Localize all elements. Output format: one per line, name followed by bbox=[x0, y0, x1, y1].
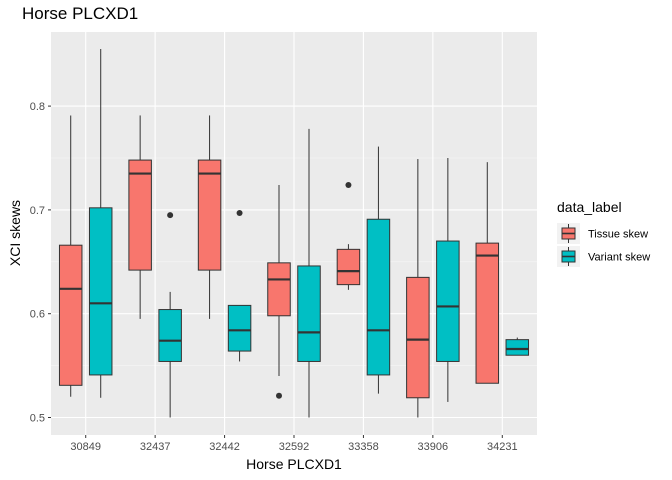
y-axis: 0.5 0.6 0.7 0.8 bbox=[30, 101, 51, 425]
box-body bbox=[58, 244, 83, 386]
box-body bbox=[297, 265, 321, 362]
outlier-point bbox=[276, 392, 282, 399]
x-tick-label: 32437 bbox=[140, 441, 171, 453]
x-tick-label: 33906 bbox=[418, 441, 449, 453]
box-variant-skew bbox=[158, 212, 182, 418]
outlier-point bbox=[236, 210, 243, 217]
box-body bbox=[267, 262, 291, 317]
box-variant-skew bbox=[366, 146, 391, 394]
legend-label: Variant skew bbox=[588, 252, 650, 264]
box-tissue-skew bbox=[128, 115, 152, 319]
box-tissue-skew bbox=[267, 184, 291, 399]
box-body bbox=[406, 276, 430, 399]
box-body bbox=[158, 309, 182, 362]
box-body bbox=[227, 304, 252, 352]
box-body bbox=[436, 240, 460, 362]
x-axis: 30849 32437 32442 32592 33358 33906 34231 bbox=[70, 435, 518, 453]
box-tissue-skew bbox=[197, 115, 222, 319]
outlier-point bbox=[345, 181, 352, 188]
legend-label: Tissue skew bbox=[588, 229, 648, 241]
y-tick-label: 0.6 bbox=[30, 309, 45, 321]
box-body bbox=[505, 339, 530, 356]
box-tissue-skew bbox=[406, 159, 430, 418]
x-tick-label: 34231 bbox=[487, 441, 518, 453]
box-tissue-skew bbox=[475, 162, 500, 384]
x-tick-label: 32442 bbox=[209, 441, 240, 453]
box-variant-skew bbox=[436, 158, 460, 402]
box-tissue-skew bbox=[336, 181, 361, 290]
box-body bbox=[366, 218, 391, 376]
box-variant-skew bbox=[227, 210, 252, 362]
y-tick-label: 0.8 bbox=[30, 101, 45, 113]
box-body bbox=[88, 207, 113, 376]
x-tick-label: 32592 bbox=[279, 441, 310, 453]
box-variant-skew bbox=[297, 128, 321, 418]
legend-item: Tissue skew bbox=[557, 223, 648, 244]
y-tick-label: 0.7 bbox=[30, 205, 45, 217]
legend-title: data_label bbox=[557, 199, 622, 215]
x-axis-title: Horse PLCXD1 bbox=[246, 456, 342, 472]
legend-item: Variant skew bbox=[557, 246, 650, 267]
box-variant-skew bbox=[505, 337, 530, 356]
box-body bbox=[336, 248, 361, 286]
x-tick-label: 33358 bbox=[348, 441, 379, 453]
legend: data_label Tissue skew Variant skew bbox=[557, 199, 650, 267]
box-body bbox=[475, 242, 500, 384]
box-variant-skew bbox=[88, 49, 113, 398]
y-axis-title: XCI skews bbox=[7, 200, 23, 266]
box-series bbox=[58, 49, 530, 418]
outlier-point bbox=[167, 212, 174, 219]
chart-title: Horse PLCXD1 bbox=[22, 4, 138, 23]
grid-lines bbox=[51, 32, 537, 435]
x-tick-label: 30849 bbox=[70, 441, 101, 453]
box-body bbox=[197, 159, 222, 271]
box-body bbox=[128, 159, 152, 271]
y-tick-label: 0.5 bbox=[30, 413, 45, 425]
box-tissue-skew bbox=[58, 115, 83, 397]
